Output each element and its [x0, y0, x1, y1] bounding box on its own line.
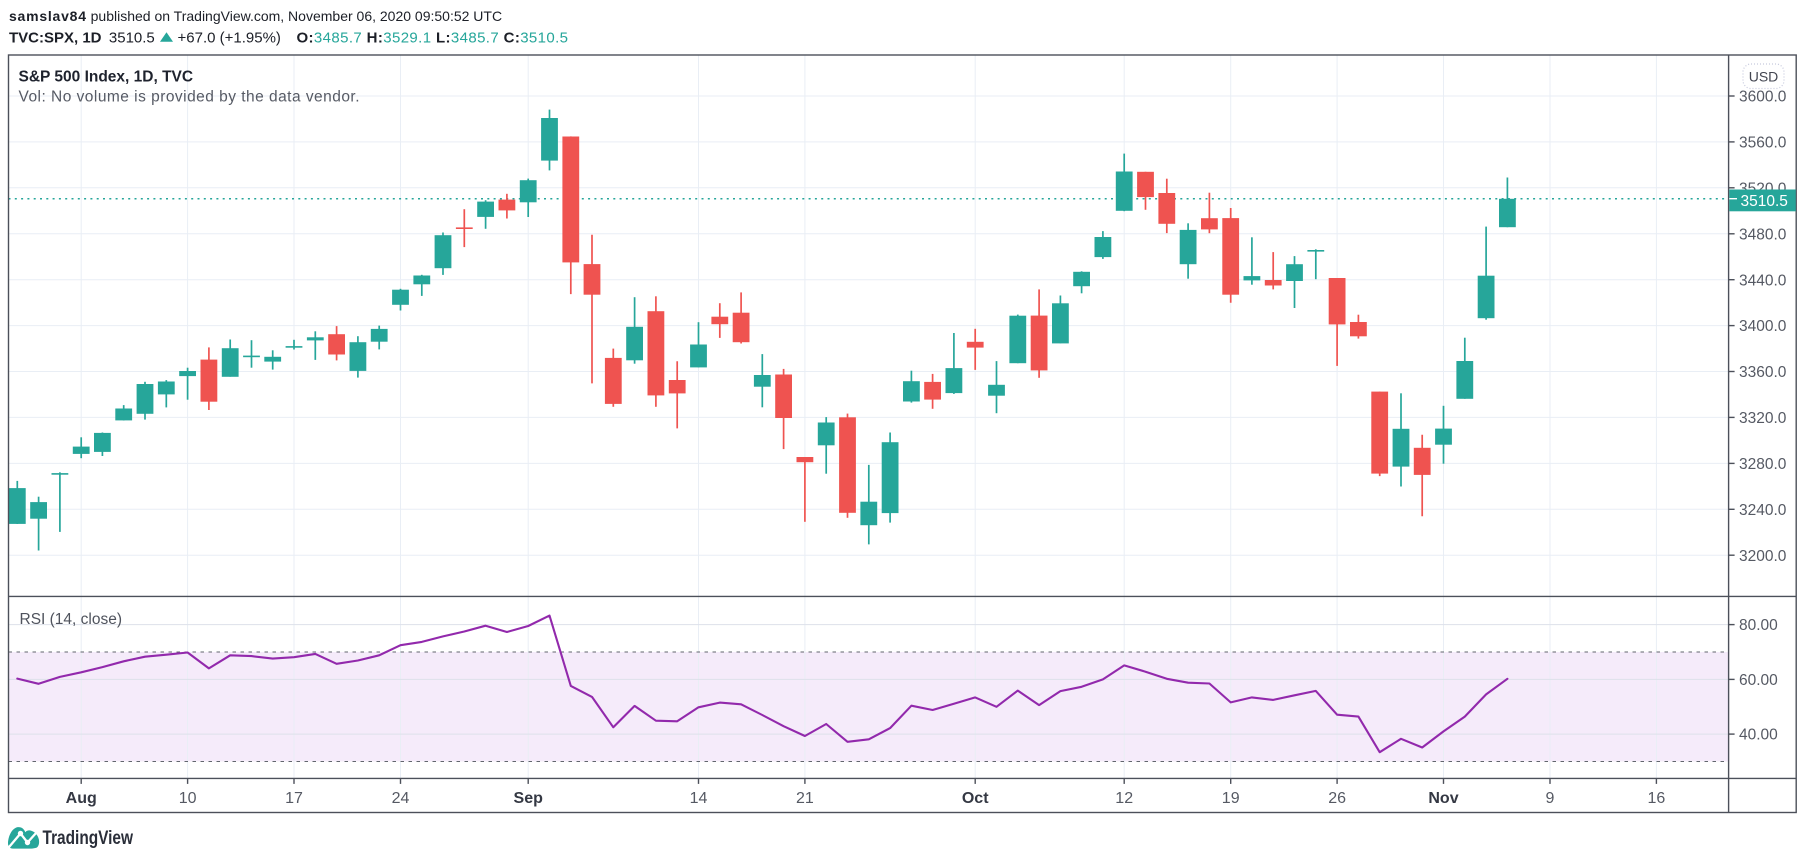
svg-text:Sep: Sep [514, 790, 544, 807]
svg-text:3200.0: 3200.0 [1739, 548, 1787, 565]
svg-text:16: 16 [1648, 790, 1666, 807]
svg-text:+67.0 (+1.95%): +67.0 (+1.95%) [178, 30, 281, 47]
svg-text:Nov: Nov [1428, 790, 1458, 807]
svg-text:RSI (14, close): RSI (14, close) [20, 611, 123, 628]
svg-text:3510.5: 3510.5 [1741, 193, 1788, 210]
svg-text:Vol: No volume is provided by: Vol: No volume is provided by the data v… [19, 89, 360, 106]
svg-text:19: 19 [1222, 790, 1240, 807]
svg-text:3360.0: 3360.0 [1739, 364, 1787, 381]
svg-text:21: 21 [796, 790, 814, 807]
svg-text:O:3485.7 H:3529.1 L:3485.7 C:3: O:3485.7 H:3529.1 L:3485.7 C:3510.5 [297, 30, 569, 47]
svg-text:12: 12 [1115, 790, 1133, 807]
svg-text:24: 24 [392, 790, 410, 807]
svg-text:3320.0: 3320.0 [1739, 410, 1787, 427]
svg-text:60.00: 60.00 [1739, 672, 1778, 689]
svg-text:3440.0: 3440.0 [1739, 272, 1787, 289]
svg-text:17: 17 [285, 790, 303, 807]
svg-text:80.00: 80.00 [1739, 617, 1778, 634]
svg-text:S&P 500 Index, 1D, TVC: S&P 500 Index, 1D, TVC [19, 69, 194, 86]
svg-text:3400.0: 3400.0 [1739, 318, 1787, 335]
svg-text:TradingView: TradingView [43, 827, 134, 849]
svg-text:3480.0: 3480.0 [1739, 226, 1787, 243]
svg-text:TVC:SPX, 1D: TVC:SPX, 1D [9, 30, 102, 47]
svg-text:Oct: Oct [962, 790, 989, 807]
svg-text:9: 9 [1546, 790, 1555, 807]
svg-text:samslav84 published on Trading: samslav84 published on TradingView.com, … [9, 8, 502, 24]
svg-text:3600.0: 3600.0 [1739, 89, 1787, 106]
svg-text:Aug: Aug [66, 790, 97, 807]
svg-text:40.00: 40.00 [1739, 727, 1778, 744]
svg-text:10: 10 [179, 790, 197, 807]
svg-text:3510.5: 3510.5 [109, 30, 155, 47]
svg-text:14: 14 [690, 790, 708, 807]
svg-text:3240.0: 3240.0 [1739, 502, 1787, 519]
svg-text:26: 26 [1328, 790, 1346, 807]
svg-text:3560.0: 3560.0 [1739, 135, 1787, 152]
svg-text:USD: USD [1749, 69, 1779, 85]
svg-text:3280.0: 3280.0 [1739, 456, 1787, 473]
